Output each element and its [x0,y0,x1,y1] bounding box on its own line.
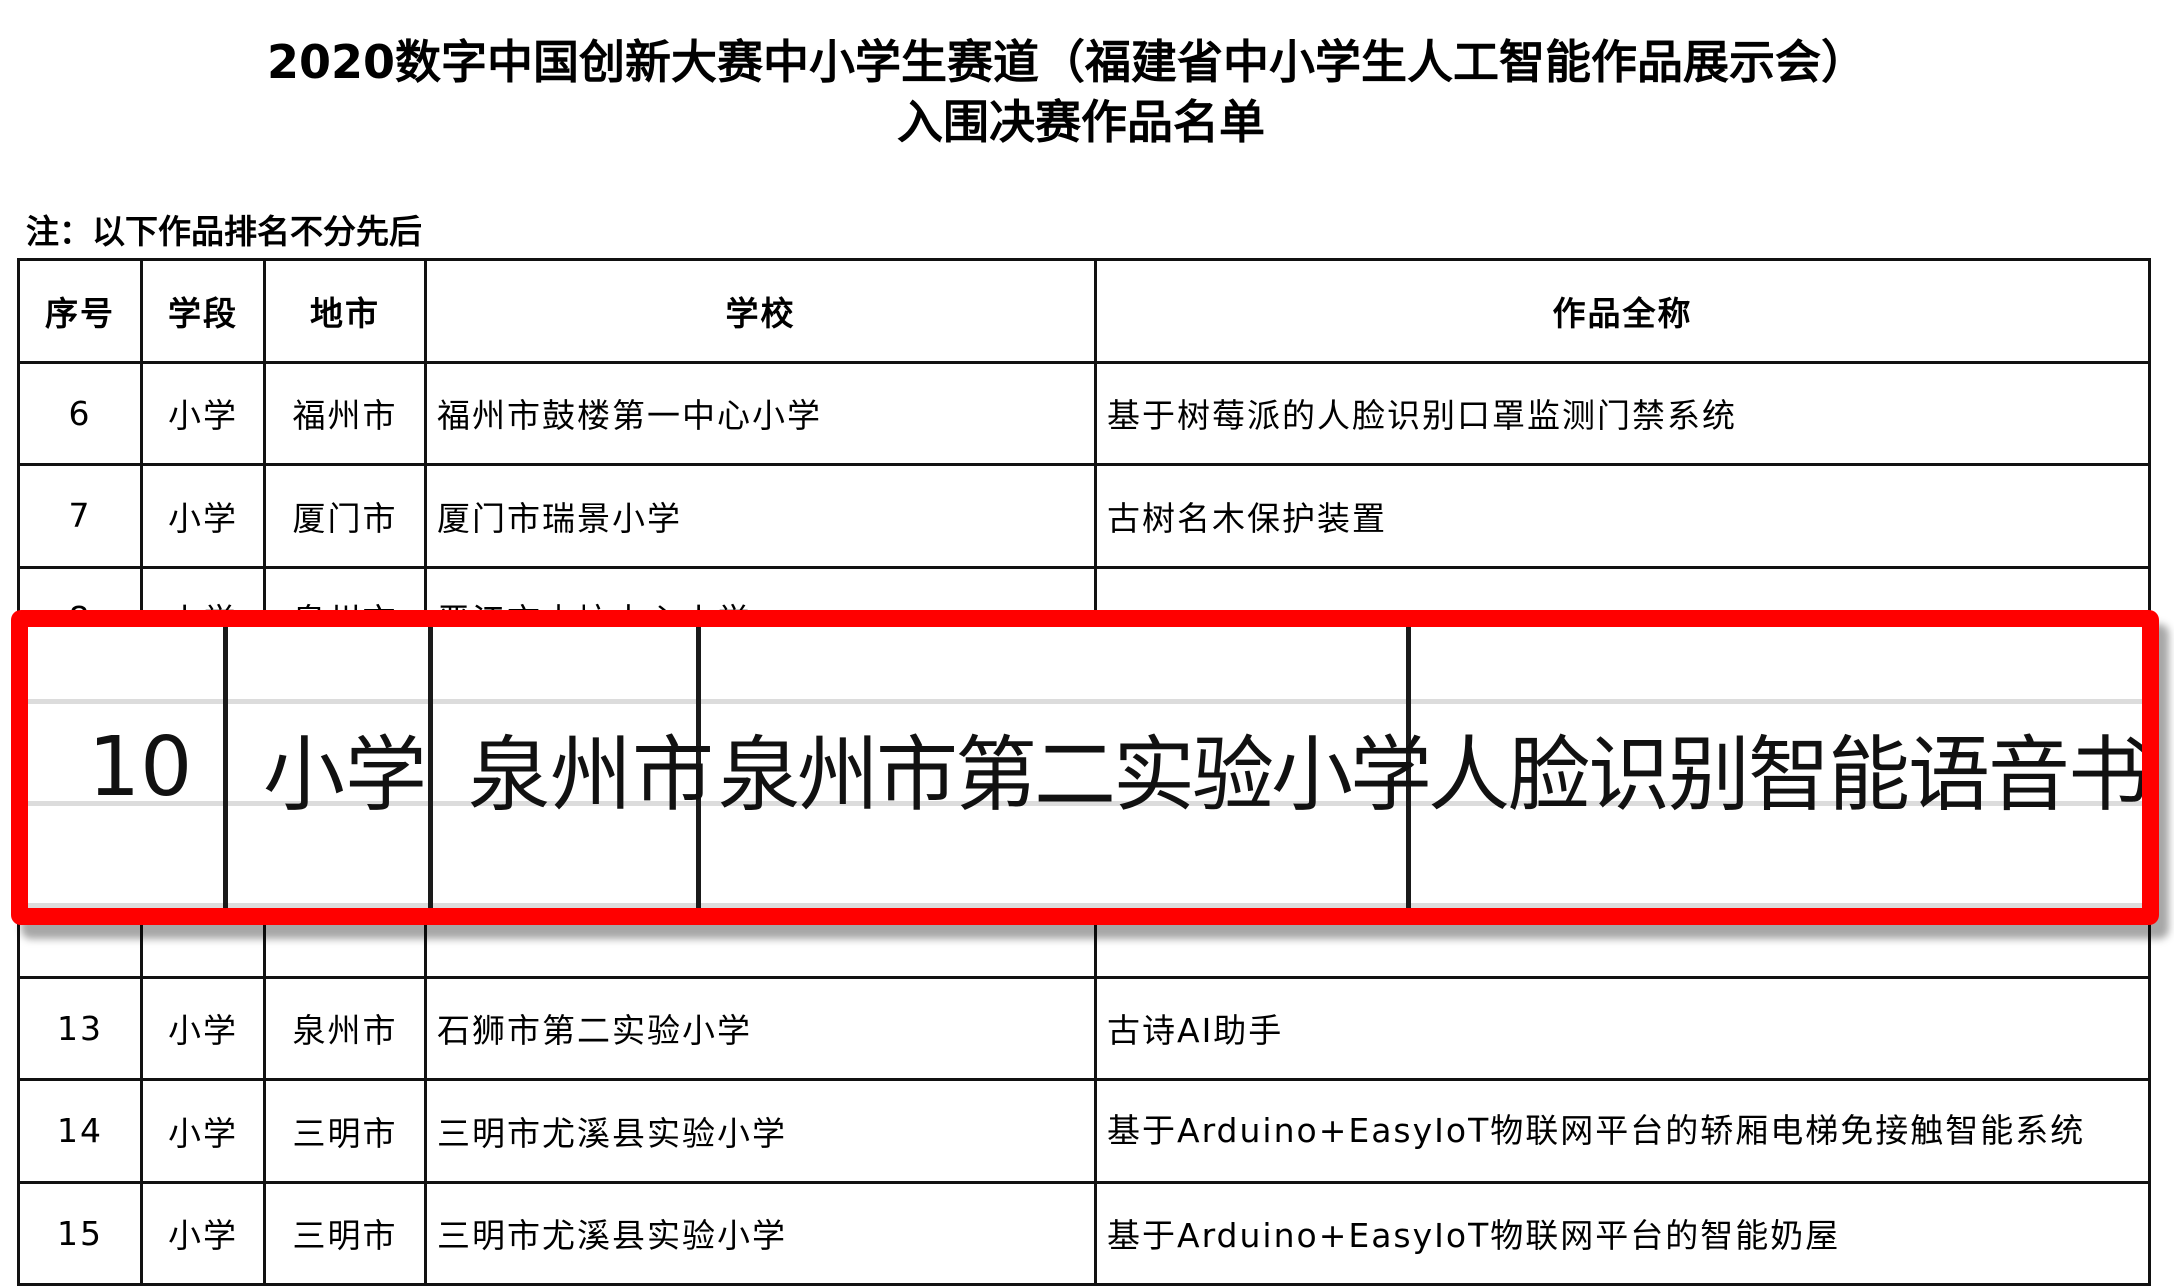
document-subtitle: 入围决赛作品名单 [897,95,1265,149]
column-divider [696,627,701,908]
cell-no: 14 [17,1078,143,1184]
highlight-callout: 10 小学 泉州市 泉州市第二实验小学 人脸识别智能语音书柜 [11,610,2159,925]
cell-work: 古树名木保护装置 [1094,463,2151,569]
table-row: 7 小学 厦门市 厦门市瑞景小学 古树名木保护装置 [17,463,2151,569]
document-title: 2020数字中国创新大赛中小学生赛道（福建省中小学生人工智能作品展示会） [266,35,1868,89]
cell-city: 三明市 [263,1078,427,1184]
cell-school: 三明市尤溪县实验小学 [424,1180,1097,1286]
cell-no: 7 [17,463,143,569]
table-row: 13 小学 泉州市 石狮市第二实验小学 古诗AI助手 [17,975,2151,1081]
cell-school: 福州市鼓楼第一中心小学 [424,360,1097,466]
note: 注：以下作品排名不分先后 [26,212,422,251]
cell-no: 15 [17,1180,143,1286]
cell-level: 小学 [140,1078,266,1184]
highlight-no: 10 [88,720,193,815]
cell-work: 基于Arduino+EasyIoT物联网平台的智能奶屋 [1094,1180,2151,1286]
cell-no: 13 [17,975,143,1081]
cell-level: 小学 [140,360,266,466]
cell-level: 小学 [140,975,266,1081]
cell-city: 三明市 [263,1180,427,1286]
header-city: 地市 [263,258,427,364]
table-row: 6 小学 福州市 福州市鼓楼第一中心小学 基于树莓派的人脸识别口罩监测门禁系统 [17,360,2151,466]
column-divider [428,627,433,908]
cell-school: 厦门市瑞景小学 [424,463,1097,569]
header-school: 学校 [424,258,1097,364]
cell-work: 基于Arduino+EasyIoT物联网平台的轿厢电梯免接触智能系统 [1094,1078,2151,1184]
column-divider [1406,627,1411,908]
table-header-row: 序号 学段 地市 学校 作品全称 [17,258,2151,364]
row-divider [28,699,2142,704]
cell-level: 小学 [140,1180,266,1286]
cell-city: 厦门市 [263,463,427,569]
cell-level: 小学 [140,463,266,569]
cell-city: 福州市 [263,360,427,466]
highlight-level: 小学 [263,728,428,823]
cell-school: 三明市尤溪县实验小学 [424,1078,1097,1184]
highlight-work: 人脸识别智能语音书柜 [1428,728,2159,823]
column-divider [223,627,228,908]
cell-city: 泉州市 [263,975,427,1081]
table-row: 14 小学 三明市 三明市尤溪县实验小学 基于Arduino+EasyIoT物联网平台的… [17,1078,2151,1184]
cell-work: 古诗AI助手 [1094,975,2151,1081]
row-divider [28,903,2142,908]
header-level: 学段 [140,258,266,364]
header-work: 作品全称 [1094,258,2151,364]
cell-no: 6 [17,360,143,466]
highlight-school: 泉州市第二实验小学 [718,728,1432,823]
row-divider [28,801,2142,806]
highlight-city: 泉州市 [468,728,715,823]
cell-work: 基于树莓派的人脸识别口罩监测门禁系统 [1094,360,2151,466]
cell-school: 石狮市第二实验小学 [424,975,1097,1081]
table-row: 15 小学 三明市 三明市尤溪县实验小学 基于Arduino+EasyIoT物联网平台的… [17,1180,2151,1286]
header-no: 序号 [17,258,143,364]
